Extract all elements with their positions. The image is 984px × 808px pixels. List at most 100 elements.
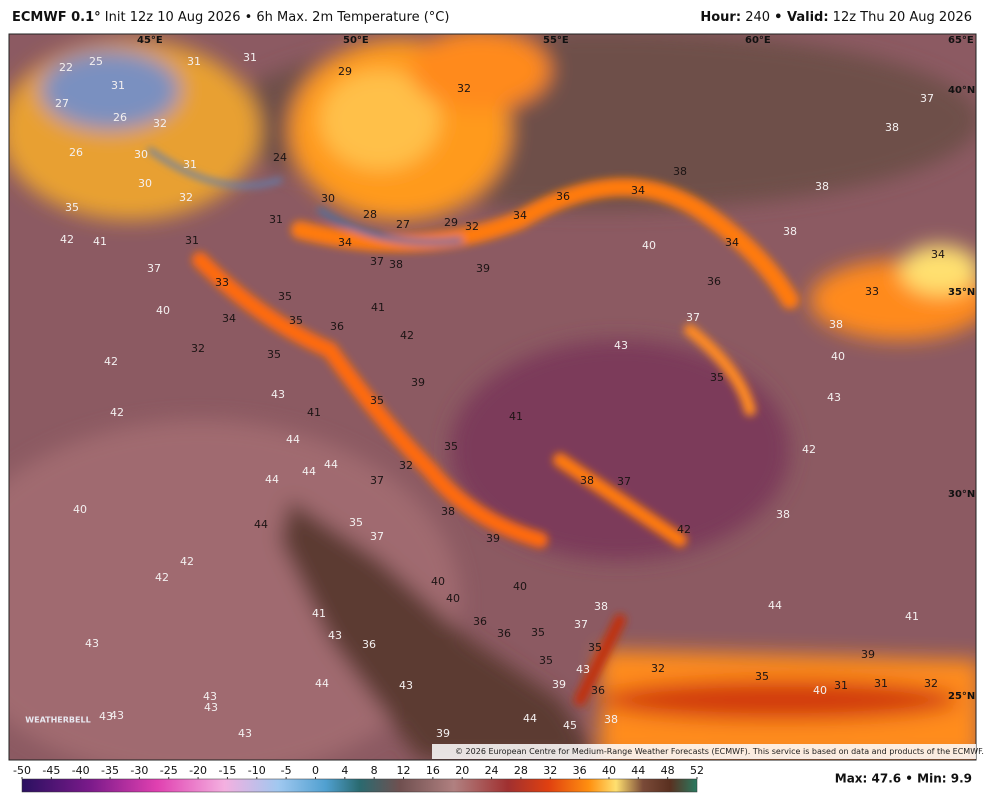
temperature-label: 37 [617,475,631,488]
temperature-label: 36 [362,638,376,651]
temperature-label: 33 [215,276,229,289]
temperature-label: 42 [110,406,124,419]
temperature-label: 40 [813,684,827,697]
temperature-label: 36 [707,275,721,288]
temperature-label: 43 [827,391,841,404]
temperature-label: 42 [400,329,414,342]
temperature-label: 40 [513,580,527,593]
temperature-label: 40 [73,503,87,516]
temperature-label: 24 [273,151,287,164]
temperature-label: 39 [861,648,875,661]
temperature-label: 36 [497,627,511,640]
temperature-label: 36 [330,320,344,333]
temperature-label: 35 [444,440,458,453]
temperature-label: 31 [111,79,125,92]
lat-label: 40°N [948,85,975,96]
temperature-label: 40 [446,592,460,605]
temperature-label: 36 [591,684,605,697]
model-name: ECMWF 0.1° [12,10,101,25]
temperature-label: 35 [349,516,363,529]
colorbar-tick-label: -10 [248,764,266,777]
temperature-label: 44 [265,473,279,486]
temperature-label: 43 [85,637,99,650]
header-left: ECMWF 0.1° Init 12z 10 Aug 2026 • 6h Max… [12,10,449,25]
temperature-label: 41 [312,607,326,620]
temperature-label: 31 [183,158,197,171]
colorbar-tick-label: 44 [631,764,645,777]
temperature-label: 39 [411,376,425,389]
lat-label: 35°N [948,287,975,298]
temperature-label: 38 [389,258,403,271]
temperature-label: 31 [185,234,199,247]
temperature-label: 38 [580,474,594,487]
valid-label: • Valid: [774,10,829,25]
lon-label: 60°E [745,35,771,46]
map-background [9,34,976,760]
temperature-label: 36 [473,615,487,628]
temperature-label: 38 [783,225,797,238]
temperature-label: 44 [254,518,268,531]
temperature-label: 44 [324,458,338,471]
temperature-label: 27 [55,97,69,110]
lat-label: 30°N [948,489,975,500]
lon-label: 50°E [343,35,369,46]
temperature-label: 28 [363,208,377,221]
temperature-label: 37 [920,92,934,105]
temperature-label: 38 [885,121,899,134]
temperature-label: 43 [203,690,217,703]
temperature-label: 34 [725,236,739,249]
colorbar-tick-label: -45 [42,764,60,777]
temperature-label: 37 [370,530,384,543]
temperature-label: 42 [802,443,816,456]
temperature-label: 34 [631,184,645,197]
temperature-label: 42 [180,555,194,568]
colorbar-tick-label: -50 [13,764,31,777]
temperature-label: 44 [315,677,329,690]
temperature-label: 43 [576,663,590,676]
colorbar-tick-label: 12 [397,764,411,777]
temperature-label: 31 [243,51,257,64]
temperature-label: 38 [829,318,843,331]
temperature-label: 31 [834,679,848,692]
colorbar-tick-label: 36 [573,764,587,777]
temperature-label: 40 [642,239,656,252]
temperature-label: 34 [338,236,352,249]
colorbar-tick-label: -15 [218,764,236,777]
temperature-label: 32 [191,342,205,355]
colorbar-tick-label: 24 [485,764,499,777]
temperature-label: 40 [831,350,845,363]
colorbar-tick-label: 0 [312,764,319,777]
temperature-label: 39 [486,532,500,545]
temperature-label: 29 [338,65,352,78]
temperature-label: 29 [444,216,458,229]
colorbar-tick-label: 52 [690,764,704,777]
temperature-label: 38 [594,600,608,613]
temperature-label: 31 [874,677,888,690]
temperature-label: 32 [651,662,665,675]
map-title: Init 12z 10 Aug 2026 • 6h Max. 2m Temper… [104,10,450,25]
temperature-label: 35 [710,371,724,384]
temperature-label: 38 [604,713,618,726]
temperature-label: 41 [307,406,321,419]
temperature-label: 32 [465,220,479,233]
temperature-label: 34 [513,209,527,222]
temperature-label: 34 [931,248,945,261]
temperature-label: 25 [89,55,103,68]
temperature-label: 35 [588,641,602,654]
header-right: Hour: 240 • Valid: 12z Thu 20 Aug 2026 [700,10,972,25]
colorbar-tick-label: 8 [371,764,378,777]
temperature-label: 43 [614,339,628,352]
map-frame [8,33,977,761]
temperature-label: 45 [563,719,577,732]
temperature-label: 33 [865,285,879,298]
temperature-label: 35 [539,654,553,667]
colorbar-tick-label: 32 [543,764,557,777]
temperature-label: 37 [147,262,161,275]
copyright-box [432,744,976,759]
temperature-label: 43 [99,710,113,723]
temperature-label: 27 [396,218,410,231]
temperature-label: 26 [69,146,83,159]
temperature-label: 39 [476,262,490,275]
temperature-label: 41 [509,410,523,423]
temperature-label: 36 [556,190,570,203]
